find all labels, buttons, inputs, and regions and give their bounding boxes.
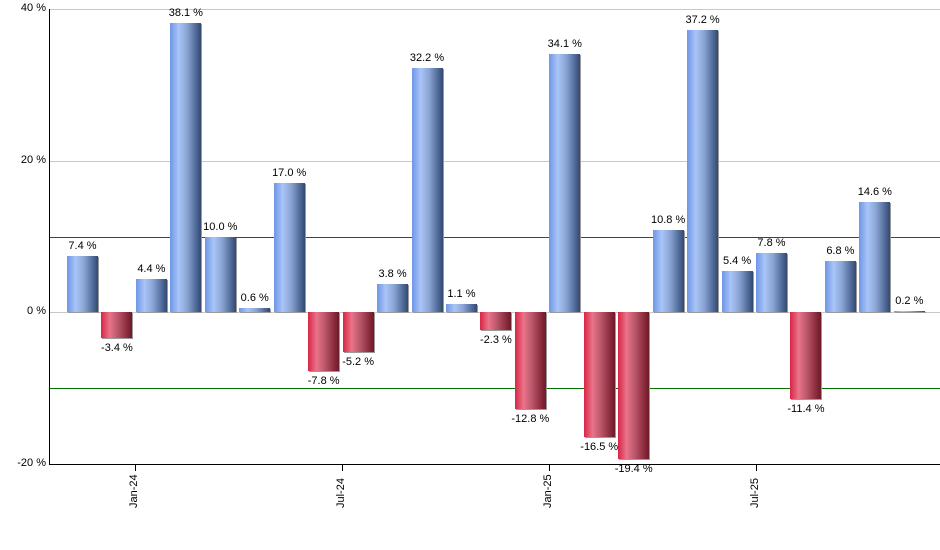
y-tick-label: 40 %	[20, 2, 46, 14]
bar-jan-24	[135, 278, 167, 313]
bar-feb-24	[170, 23, 202, 313]
x-tick-label: Jul-24	[335, 478, 347, 508]
bar-dec-24	[514, 312, 546, 410]
bar-jul-24	[342, 312, 374, 352]
bar-may-24	[273, 183, 305, 313]
bar-jan-25	[549, 53, 581, 313]
bar-nov-24	[480, 312, 512, 330]
bar-value-label: 0.6 %	[240, 291, 269, 304]
bar-jul-25	[756, 253, 787, 313]
bar-oct-25	[859, 201, 891, 313]
reference-line	[50, 388, 940, 389]
bar-value-label: -11.4 %	[787, 402, 825, 415]
bar-dec-23	[101, 312, 133, 339]
bar-value-label: 14.6 %	[857, 185, 892, 198]
bar-value-label: -7.8 %	[307, 375, 340, 388]
bar-value-label: 3.8 %	[378, 267, 407, 280]
bar-nov-23	[67, 256, 98, 313]
bar-value-label: 17.0 %	[272, 167, 307, 180]
gridline	[50, 9, 940, 10]
bar-jun-25	[721, 271, 753, 313]
y-tick-label: 20 %	[20, 154, 46, 166]
x-tick	[342, 465, 343, 471]
bar-sep-25	[824, 260, 856, 313]
bar-apr-25	[652, 230, 684, 313]
y-tick-label: 0 %	[27, 305, 46, 317]
x-tick-label: Jul-25	[749, 478, 761, 508]
bar-value-label: -5.2 %	[342, 355, 374, 368]
bar-value-label: 5.4 %	[722, 255, 752, 268]
bar-aug-25	[790, 312, 822, 399]
bar-value-label: 7.4 %	[68, 240, 97, 253]
bar-value-label: 6.8 %	[826, 244, 855, 257]
bar-value-label: 34.1 %	[547, 37, 582, 50]
bar-mar-24	[204, 236, 236, 313]
bar-value-label: 4.4 %	[137, 262, 166, 275]
bar-may-25	[687, 30, 719, 313]
bar-value-label: -12.8 %	[511, 413, 550, 426]
bar-aug-24	[377, 283, 409, 313]
x-tick	[135, 465, 136, 471]
bar-value-label: 0.2 %	[895, 294, 924, 307]
bar-jun-24	[308, 312, 340, 372]
bar-value-label: -3.4 %	[101, 342, 133, 355]
bar-nov-25	[893, 310, 925, 313]
x-axis	[49, 464, 940, 465]
x-tick-label: Jan-24	[128, 474, 140, 508]
x-tick-label: Jan-25	[542, 474, 554, 508]
y-tick-label: -20 %	[17, 457, 46, 469]
bar-value-label: 32.2 %	[409, 52, 445, 65]
bar-value-label: 37.2 %	[685, 14, 720, 27]
bar-sep-24	[411, 68, 443, 313]
bar-value-label: -19.4 %	[614, 463, 653, 476]
bar-apr-24	[239, 307, 271, 313]
bar-value-label: 10.0 %	[203, 220, 238, 233]
bar-value-label: 10.8 %	[651, 214, 686, 227]
bar-value-label: 38.1 %	[168, 7, 203, 20]
y-axis	[49, 9, 50, 465]
bar-value-label: -16.5 %	[580, 441, 619, 454]
bar-mar-25	[618, 312, 650, 460]
bar-oct-24	[445, 303, 477, 313]
reference-line	[50, 237, 940, 238]
bar-value-label: 7.8 %	[757, 237, 786, 250]
bar-feb-25	[583, 312, 615, 438]
x-tick	[549, 465, 550, 471]
gridline	[50, 161, 940, 162]
bar-value-label: 1.1 %	[447, 287, 476, 300]
x-tick	[756, 465, 757, 471]
bar-value-label: -2.3 %	[479, 333, 512, 346]
